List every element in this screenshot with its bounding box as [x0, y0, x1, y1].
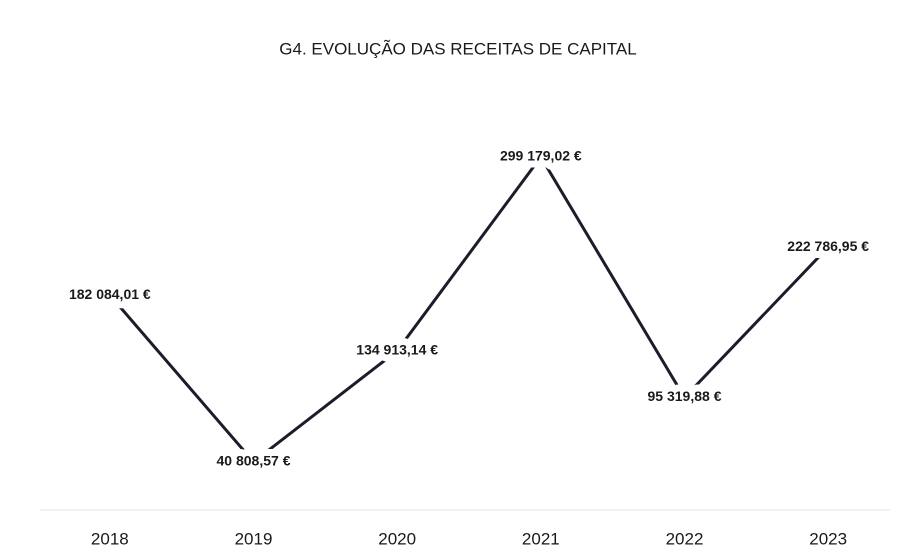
data-label: 40 808,57 € [217, 453, 291, 469]
data-label: 222 786,95 € [787, 238, 869, 254]
x-tick-label: 2021 [522, 529, 560, 548]
x-tick-label: 2019 [235, 529, 273, 548]
chart-title: G4. EVOLUÇÃO DAS RECEITAS DE CAPITAL [279, 39, 636, 58]
data-label: 299 179,02 € [500, 148, 582, 164]
data-label: 134 913,14 € [356, 342, 438, 358]
data-label: 182 084,01 € [69, 286, 151, 302]
x-tick-label: 2020 [378, 529, 416, 548]
x-tick-label: 2018 [91, 529, 129, 548]
data-label: 95 319,88 € [648, 388, 722, 404]
line [108, 154, 830, 464]
x-tick-label: 2023 [809, 529, 847, 548]
x-tick-label: 2022 [666, 529, 704, 548]
